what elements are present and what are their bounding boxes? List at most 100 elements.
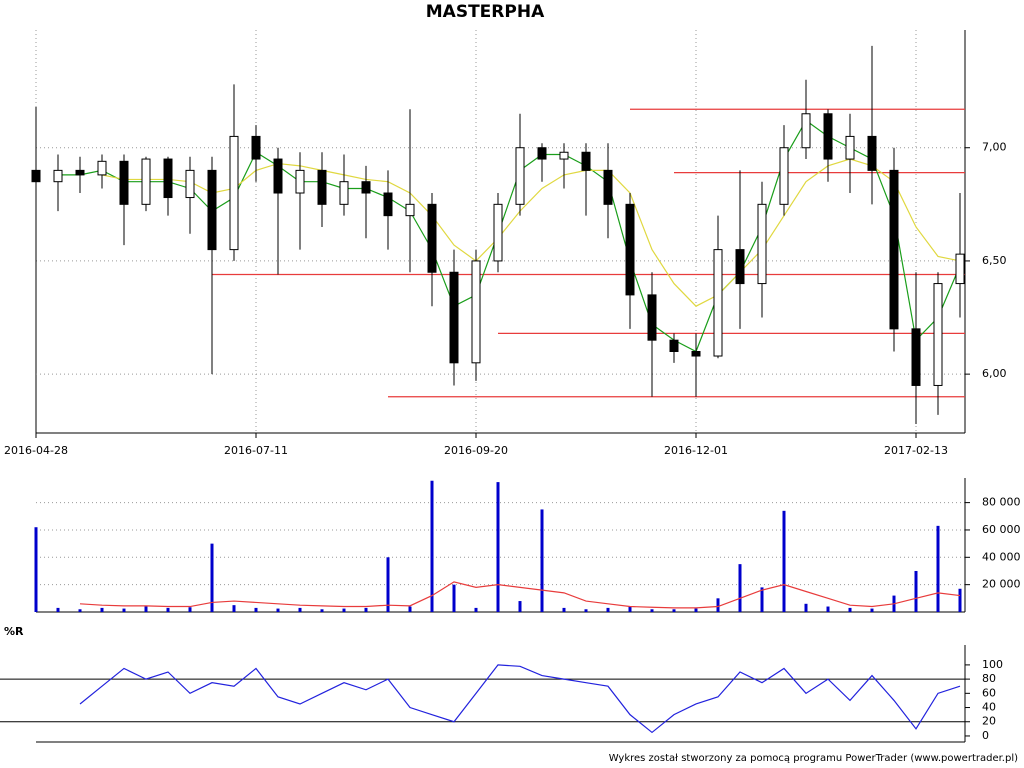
candle-body bbox=[647, 294, 657, 341]
volume-bar bbox=[144, 606, 148, 612]
candle-body bbox=[251, 135, 261, 160]
candle-body bbox=[97, 160, 107, 176]
candle-body bbox=[911, 328, 921, 386]
candle-body bbox=[537, 147, 547, 160]
volume-bar bbox=[562, 607, 566, 612]
volume-bar bbox=[760, 587, 764, 612]
candle-body bbox=[295, 169, 305, 194]
volume-bar bbox=[430, 480, 434, 612]
volume-bar bbox=[496, 482, 500, 612]
volume-bar bbox=[232, 605, 236, 612]
candle-body bbox=[669, 339, 679, 352]
candle-body bbox=[75, 169, 85, 176]
candle-body bbox=[757, 203, 767, 285]
candle-body bbox=[53, 169, 63, 183]
volume-bar bbox=[914, 570, 918, 612]
volume-bar bbox=[606, 607, 610, 612]
volume-bar bbox=[254, 607, 258, 612]
volume-bar bbox=[320, 609, 324, 612]
candle-body bbox=[207, 169, 217, 251]
y-tick-label: 0 bbox=[982, 729, 989, 742]
candle-body bbox=[405, 203, 415, 217]
volume-bar bbox=[584, 609, 588, 612]
volume-bar bbox=[848, 607, 852, 612]
volume-bar bbox=[78, 609, 82, 612]
y-tick-label: 60 000 bbox=[982, 523, 1021, 536]
y-tick-label: 40 000 bbox=[982, 550, 1021, 563]
y-tick-label: 60 bbox=[982, 686, 996, 699]
x-tick-label: 2016-04-28 bbox=[4, 444, 68, 457]
candle-body bbox=[119, 160, 129, 205]
candle-body bbox=[383, 192, 393, 217]
x-tick-label: 2016-12-01 bbox=[664, 444, 728, 457]
volume-bar bbox=[870, 608, 874, 612]
y-tick-label: 20 bbox=[982, 715, 996, 728]
candle-body bbox=[801, 113, 811, 149]
candle-body bbox=[691, 350, 701, 357]
volume-bar bbox=[958, 588, 962, 612]
candle-body bbox=[581, 151, 591, 171]
candle-body bbox=[449, 271, 459, 364]
candle-body bbox=[845, 135, 855, 160]
candle-body bbox=[141, 158, 151, 205]
volume-bar bbox=[452, 584, 456, 612]
volume-bar bbox=[804, 603, 808, 612]
candle-body bbox=[559, 151, 569, 160]
panel-title: %R bbox=[4, 625, 24, 638]
y-tick-label: 6,50 bbox=[982, 254, 1007, 267]
candle-body bbox=[273, 158, 283, 194]
volume-bar bbox=[34, 527, 38, 612]
candle-body bbox=[427, 203, 437, 273]
x-tick-label: 2017-02-13 bbox=[884, 444, 948, 457]
volume-bar bbox=[650, 609, 654, 612]
candle-body bbox=[603, 169, 613, 205]
candle-body bbox=[735, 249, 745, 285]
chart-title: MASTERPHA bbox=[426, 2, 545, 22]
volume-bar bbox=[100, 607, 104, 612]
volume-bar bbox=[56, 607, 60, 612]
candle-body bbox=[625, 203, 635, 296]
candle-body bbox=[339, 181, 349, 205]
candle-body bbox=[317, 169, 327, 205]
candle-body bbox=[163, 158, 173, 199]
footer: Wykres został stworzony za pomocą progra… bbox=[609, 753, 1018, 764]
volume-bar bbox=[782, 510, 786, 612]
williams-r-line bbox=[79, 664, 961, 734]
y-tick-label: 80 bbox=[982, 672, 996, 685]
y-tick-label: 6,00 bbox=[982, 367, 1007, 380]
y-tick-label: 80 000 bbox=[982, 496, 1021, 509]
volume-bar bbox=[826, 606, 830, 612]
volume-bar bbox=[276, 608, 280, 612]
x-tick-label: 2016-09-20 bbox=[444, 444, 508, 457]
volume-bar bbox=[716, 598, 720, 612]
volume-bar bbox=[408, 606, 412, 612]
candle-body bbox=[493, 203, 503, 262]
volume-bar bbox=[342, 608, 346, 612]
volume-bar bbox=[628, 606, 632, 612]
candle-body bbox=[867, 135, 877, 171]
volume-bar bbox=[936, 525, 940, 612]
moving-average bbox=[101, 158, 961, 307]
volume-bar bbox=[210, 543, 214, 612]
candle-body bbox=[933, 283, 943, 386]
candle-body bbox=[955, 253, 965, 285]
volume-bar bbox=[738, 564, 742, 612]
candle-body bbox=[823, 113, 833, 160]
volume-bar bbox=[540, 509, 544, 612]
x-tick-label: 2016-07-11 bbox=[224, 444, 288, 457]
candle-body bbox=[515, 147, 525, 205]
y-tick-label: 40 bbox=[982, 701, 996, 714]
volume-bar bbox=[694, 608, 698, 612]
volume-bar bbox=[672, 609, 676, 612]
volume-bar bbox=[474, 607, 478, 612]
candle-body bbox=[713, 249, 723, 357]
candle-body bbox=[31, 169, 41, 183]
candle-body bbox=[889, 169, 899, 330]
y-tick-label: 20 000 bbox=[982, 578, 1021, 591]
y-tick-label: 7,00 bbox=[982, 141, 1007, 154]
candle-body bbox=[779, 147, 789, 205]
candle-body bbox=[229, 135, 239, 251]
volume-bar bbox=[188, 607, 192, 612]
